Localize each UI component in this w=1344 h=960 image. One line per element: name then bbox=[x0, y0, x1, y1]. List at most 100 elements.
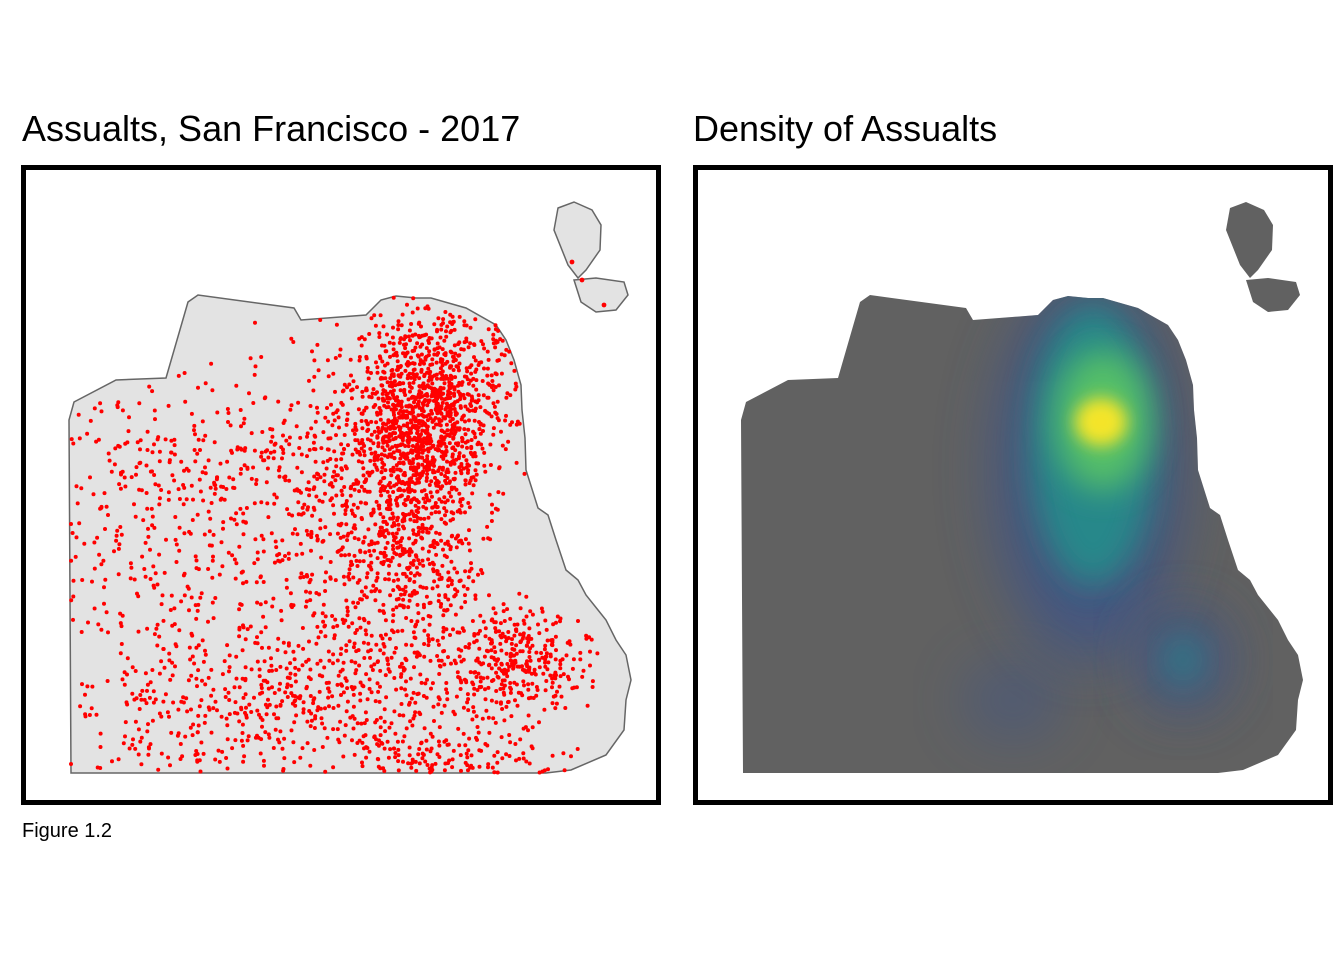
assault-point bbox=[239, 447, 244, 452]
assault-point bbox=[291, 603, 296, 608]
assault-point bbox=[301, 707, 306, 712]
assault-point bbox=[526, 713, 531, 718]
assault-point bbox=[286, 551, 291, 556]
assault-point bbox=[409, 509, 414, 514]
assault-point bbox=[443, 407, 448, 412]
assault-point bbox=[331, 765, 336, 770]
assault-point bbox=[355, 721, 360, 726]
assault-point bbox=[69, 598, 74, 603]
assault-point bbox=[595, 651, 600, 656]
assault-point bbox=[206, 619, 210, 624]
assault-point bbox=[448, 410, 453, 415]
assault-point bbox=[177, 548, 182, 553]
assault-point bbox=[493, 620, 498, 625]
assault-point bbox=[139, 488, 144, 493]
assault-point bbox=[401, 460, 406, 465]
assault-point bbox=[99, 409, 104, 414]
assault-point bbox=[528, 646, 533, 651]
assault-point bbox=[232, 517, 237, 522]
assault-point bbox=[423, 398, 428, 402]
assault-point bbox=[410, 394, 415, 399]
assault-point bbox=[486, 663, 491, 668]
assault-point bbox=[249, 431, 254, 436]
assault-point bbox=[527, 626, 532, 631]
assault-point bbox=[382, 453, 387, 458]
density-south-blob bbox=[963, 660, 1063, 740]
assault-point bbox=[486, 536, 491, 541]
assault-point bbox=[485, 743, 490, 748]
assault-point bbox=[569, 754, 573, 759]
assault-point bbox=[451, 445, 456, 450]
assault-point bbox=[406, 444, 411, 449]
assault-point bbox=[461, 731, 466, 736]
assault-point bbox=[386, 434, 391, 439]
assault-point bbox=[437, 345, 442, 350]
assault-point bbox=[298, 435, 303, 440]
assault-point bbox=[237, 627, 242, 632]
assault-point bbox=[482, 463, 487, 468]
assault-point bbox=[452, 407, 457, 411]
assault-point bbox=[472, 418, 477, 423]
assault-point bbox=[535, 688, 540, 692]
assault-point bbox=[128, 576, 133, 581]
assault-point bbox=[253, 537, 258, 542]
assault-point bbox=[338, 652, 343, 657]
assault-point bbox=[235, 445, 240, 450]
assault-point bbox=[196, 437, 201, 442]
assault-point bbox=[203, 471, 208, 476]
assault-point bbox=[430, 560, 435, 565]
assault-point bbox=[134, 472, 138, 477]
assault-point bbox=[386, 420, 391, 425]
assault-point bbox=[496, 675, 501, 680]
assault-point bbox=[425, 424, 430, 429]
assault-point bbox=[388, 389, 393, 394]
assault-point bbox=[517, 756, 522, 761]
assault-point bbox=[362, 593, 367, 598]
assault-point bbox=[409, 375, 414, 380]
assault-point bbox=[487, 593, 491, 598]
assault-point bbox=[351, 482, 356, 487]
assault-point bbox=[388, 426, 393, 431]
assault-point bbox=[395, 448, 400, 453]
assault-point bbox=[218, 497, 223, 502]
assault-point bbox=[122, 475, 127, 480]
assault-point bbox=[331, 727, 336, 732]
assault-point bbox=[497, 383, 501, 388]
assault-point bbox=[410, 361, 415, 366]
assault-point bbox=[439, 499, 444, 504]
assault-point bbox=[152, 473, 157, 477]
assault-point bbox=[401, 511, 405, 516]
assault-point bbox=[289, 728, 294, 733]
assault-point bbox=[466, 697, 471, 702]
assault-point bbox=[74, 484, 79, 489]
assault-point bbox=[459, 648, 464, 653]
assault-point bbox=[406, 495, 411, 499]
assault-point bbox=[144, 463, 149, 468]
assault-point bbox=[298, 541, 303, 546]
assault-point bbox=[259, 682, 264, 687]
assault-point bbox=[401, 524, 405, 529]
assault-point bbox=[414, 654, 419, 659]
assault-point bbox=[452, 566, 457, 571]
assault-point bbox=[116, 546, 121, 551]
assault-point bbox=[357, 663, 362, 668]
assault-point bbox=[368, 438, 373, 443]
assault-point bbox=[490, 510, 494, 515]
assault-point bbox=[426, 633, 431, 638]
assault-point bbox=[479, 568, 484, 572]
assault-point bbox=[480, 379, 485, 383]
assault-point bbox=[330, 423, 335, 428]
assault-point bbox=[433, 395, 438, 400]
assault-point bbox=[340, 545, 345, 550]
assault-point bbox=[339, 553, 344, 558]
assault-point bbox=[138, 693, 143, 697]
assault-point bbox=[157, 496, 162, 501]
assault-point bbox=[558, 619, 562, 624]
assault-point bbox=[464, 366, 469, 371]
assault-point bbox=[282, 475, 287, 480]
assault-point bbox=[272, 560, 277, 565]
assault-point bbox=[402, 433, 407, 438]
assault-point bbox=[476, 730, 481, 735]
assault-point bbox=[310, 349, 314, 354]
assault-point bbox=[391, 341, 396, 346]
